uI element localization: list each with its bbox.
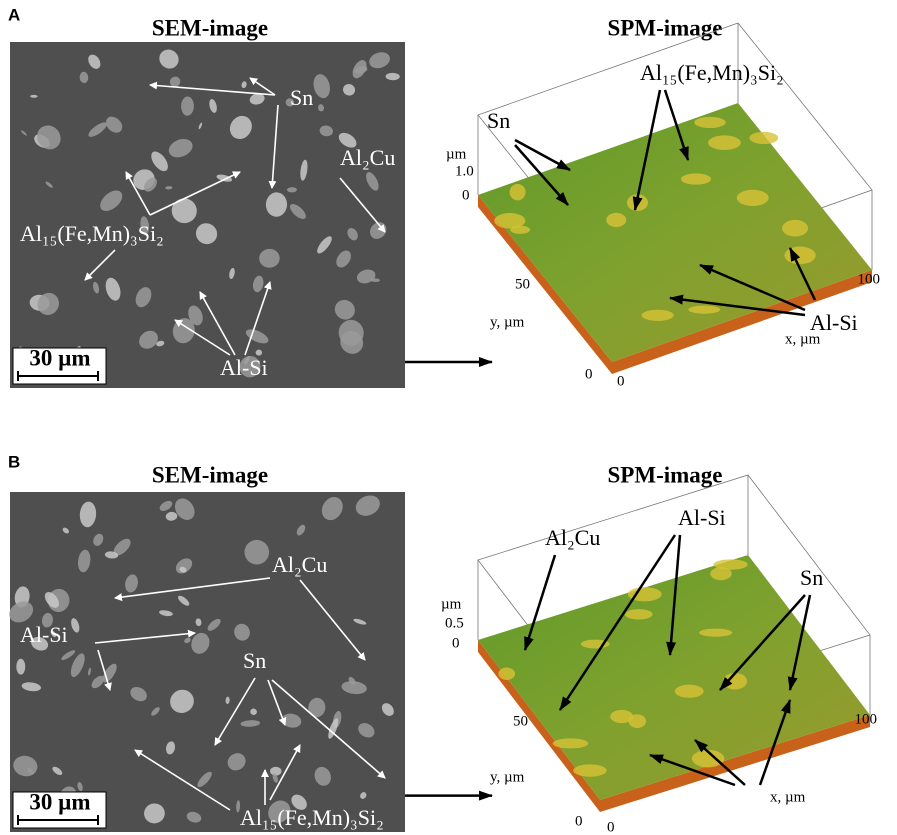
- feature: [737, 190, 769, 206]
- sem-title: SEM-image: [152, 462, 268, 487]
- feature: [782, 220, 808, 237]
- feature: [610, 710, 633, 723]
- scale-bar-label: 30 µm: [29, 345, 90, 370]
- z-tick-label: 0.5: [445, 615, 464, 631]
- feature: [694, 117, 725, 128]
- spm-annotation: Sn: [800, 565, 823, 590]
- sem-annotation: Sn: [243, 648, 266, 673]
- sem-annotation: Al₁₅(Fe,Mn)₃Si₂: [240, 805, 384, 830]
- spm-title: SPM-image: [608, 15, 723, 40]
- x-axis-label: x, µm: [770, 789, 806, 805]
- feature: [688, 306, 720, 314]
- sem-annotation: Al₂Cu: [272, 552, 327, 577]
- feature: [642, 310, 674, 321]
- sem-annotation: Al-Si: [20, 622, 68, 647]
- feature: [710, 567, 731, 580]
- feature: [498, 668, 515, 680]
- y-axis-label: y, µm: [490, 769, 525, 785]
- feature: [675, 685, 704, 698]
- feature: [681, 173, 711, 184]
- feature: [606, 213, 626, 227]
- z-tick-label: 1.0: [455, 163, 474, 179]
- content: A SEM-image SPM-image 30 µm Sn Al₂Cu Al₁₅(Fe,M…: [5, 5, 880, 835]
- sem-annotation: Sn: [290, 85, 313, 110]
- feature: [749, 132, 778, 144]
- z-tick-label: 0: [452, 635, 460, 651]
- feature: [784, 247, 815, 265]
- x-tick-label: 0: [617, 373, 625, 389]
- feature: [553, 738, 589, 748]
- feature: [573, 764, 606, 776]
- y-tick-label: 0: [585, 366, 593, 382]
- y-tick-label: 50: [513, 713, 528, 729]
- x-tick-label: 100: [855, 711, 878, 727]
- sem-annotation: Al₂Cu: [340, 145, 395, 170]
- feature: [699, 629, 732, 637]
- y-tick-label: 50: [515, 276, 530, 292]
- sem-annotation: Al₁₅(Fe,Mn)₃Si₂: [20, 221, 164, 246]
- spm-annotation: Al-Si: [678, 505, 726, 530]
- feature: [708, 135, 741, 150]
- y-tick-label: 0: [575, 813, 583, 829]
- feature: [510, 226, 530, 234]
- figure: A SEM-image SPM-image 30 µm Sn Al₂Cu Al₁₅(Fe,M…: [0, 0, 897, 835]
- x-axis-label: x, µm: [785, 331, 821, 347]
- spm-annotation: Sn: [487, 108, 510, 133]
- scale-bar-label: 30 µm: [29, 789, 90, 814]
- x-tick-label: 100: [858, 271, 881, 287]
- spm-annotation: Al₂Cu: [545, 525, 600, 550]
- sem-title: SEM-image: [152, 15, 268, 40]
- z-unit: µm: [441, 596, 462, 612]
- z-unit: µm: [446, 146, 467, 162]
- feature: [625, 609, 653, 619]
- panel-label: B: [8, 452, 20, 471]
- spm-annotation: Al₁₅(Fe,Mn)₃Si₂: [640, 60, 784, 85]
- sem-annotation: Al-Si: [220, 355, 268, 380]
- spm-title: SPM-image: [608, 462, 723, 487]
- z-tick-label: 0: [462, 187, 470, 203]
- y-axis-label: y, µm: [490, 314, 525, 330]
- panel-label: A: [8, 5, 20, 24]
- x-tick-label: 0: [607, 819, 615, 835]
- feature: [510, 184, 526, 200]
